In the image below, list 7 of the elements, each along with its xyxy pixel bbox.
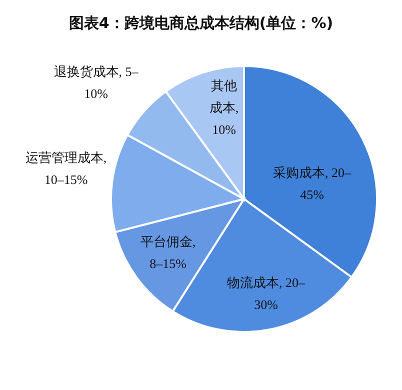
slice-label: 退换货成本, 5–10% <box>54 64 139 101</box>
slice-label: 平台佣金, 8–15% <box>140 234 196 271</box>
slice-label: 物流成本, 20–30% <box>227 275 306 312</box>
slice-label: 其他成本, 10% <box>209 78 239 137</box>
slice-label: 采购成本, 20–45% <box>273 165 352 202</box>
chart-title: 图表4：跨境电商总成本结构(单位：%) <box>68 14 334 32</box>
slice-label: 运营管理成本, 10–15% <box>25 150 107 187</box>
